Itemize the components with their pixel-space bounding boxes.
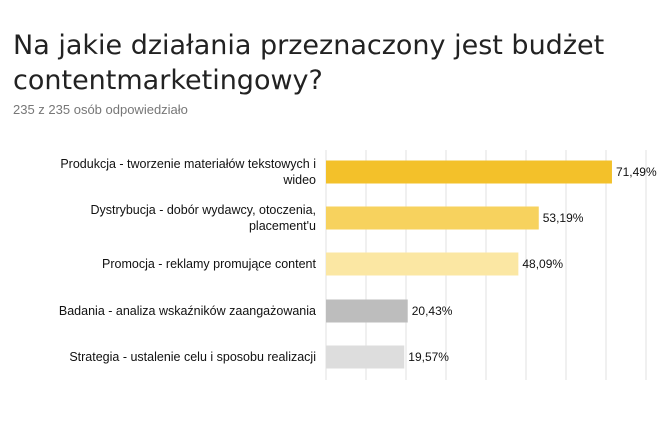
bar [326, 160, 612, 184]
value-label: 48,09% [522, 257, 563, 271]
bar [326, 299, 408, 323]
value-label: 53,19% [543, 211, 584, 225]
category-label: wideo [282, 173, 316, 187]
category-label: placement'u [249, 219, 316, 233]
chart-title: Na jakie działania przeznaczony jest bud… [13, 30, 605, 96]
category-label: Strategia - ustalenie celu i sposobu rea… [69, 350, 316, 364]
response-count: 235 z 235 osób odpowiedziało [13, 102, 188, 117]
bar [326, 252, 519, 276]
category-label: Dystrybucja - dobór wydawcy, otoczenia, [90, 203, 316, 217]
category-label: Produkcja - tworzenie materiałów tekstow… [60, 157, 316, 171]
bar [326, 206, 539, 230]
value-label: 20,43% [412, 304, 453, 318]
bar [326, 345, 405, 369]
value-label: 71,49% [616, 165, 657, 179]
category-label: Promocja - reklamy promujące content [102, 257, 316, 271]
value-label: 19,57% [408, 350, 449, 364]
category-label: Badania - analiza wskaźników zaangażowan… [59, 304, 316, 318]
